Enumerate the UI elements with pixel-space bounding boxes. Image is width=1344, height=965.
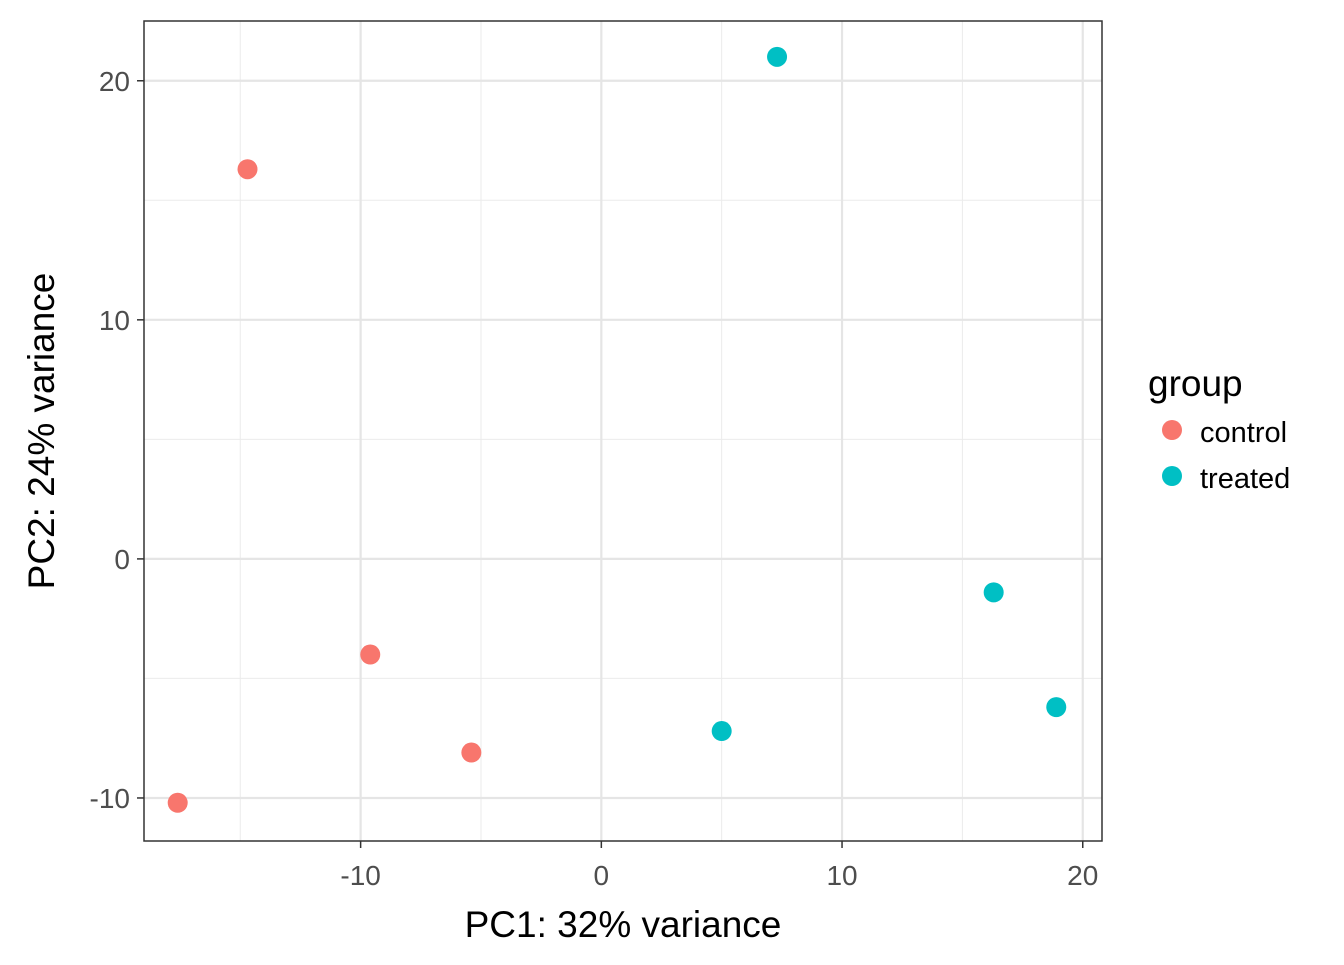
- point-treated: [767, 46, 788, 67]
- panel-background: [144, 21, 1102, 841]
- grid-minor: [144, 21, 1102, 841]
- legend-key-control: [1162, 420, 1182, 440]
- legend-item-treated: treated: [1162, 463, 1290, 495]
- y-tick-label: 10: [99, 305, 130, 336]
- point-control: [360, 644, 381, 665]
- grid-major: [144, 21, 1102, 841]
- x-axis: -10 0 10 20: [340, 841, 1098, 891]
- x-tick-label: 0: [594, 860, 610, 891]
- point-control: [167, 792, 188, 813]
- panel-border: [143, 20, 1103, 842]
- x-tick-label: -10: [340, 860, 380, 891]
- point-treated: [983, 582, 1004, 603]
- point-control: [237, 159, 258, 180]
- point-treated: [1046, 697, 1067, 718]
- point-treated: [711, 721, 732, 742]
- x-tick-label: 10: [826, 860, 857, 891]
- x-tick-label: 20: [1067, 860, 1098, 891]
- legend-item-control: control: [1162, 417, 1287, 449]
- legend-key-treated: [1162, 466, 1182, 486]
- data-points: [167, 46, 1067, 813]
- legend-label-control: control: [1200, 417, 1287, 449]
- legend: group control treated: [1148, 363, 1290, 495]
- y-tick-label: 20: [99, 66, 130, 97]
- legend-title: group: [1148, 363, 1243, 404]
- x-axis-title: PC1: 32% variance: [465, 904, 782, 945]
- y-axis: -10 0 10 20: [90, 66, 144, 814]
- point-control: [461, 742, 482, 763]
- y-tick-label: -10: [90, 783, 130, 814]
- legend-label-treated: treated: [1200, 463, 1290, 495]
- y-axis-title: PC2: 24% variance: [21, 273, 62, 590]
- y-tick-label: 0: [114, 544, 130, 575]
